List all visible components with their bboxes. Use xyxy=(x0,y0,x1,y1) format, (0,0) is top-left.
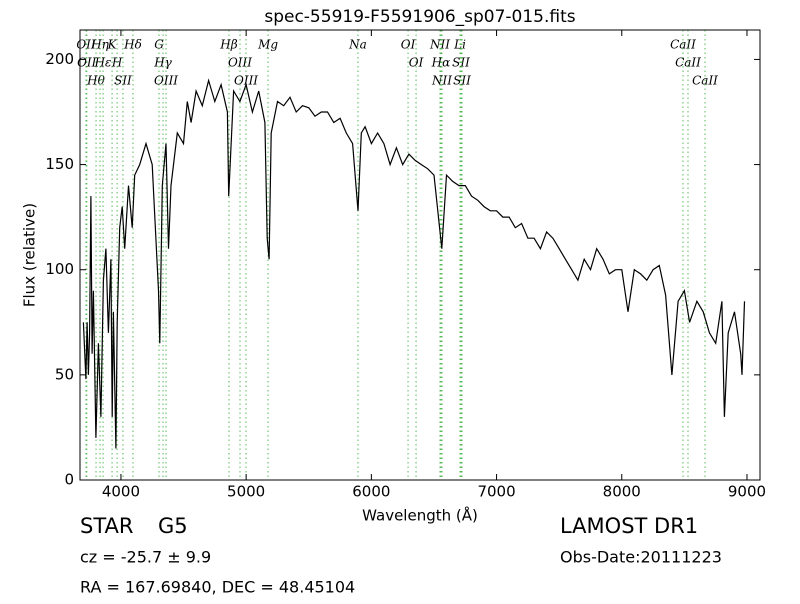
x-tick-label: 9000 xyxy=(728,483,766,501)
spectral-line-label: Hδ xyxy=(123,38,142,52)
class: STAR xyxy=(80,514,133,538)
spectral-line-label: Hη xyxy=(90,38,109,52)
spectral-line-label: OII xyxy=(76,38,96,52)
y-tick-label: 0 xyxy=(64,471,74,489)
spectral-line-label: SII xyxy=(114,74,132,88)
spectral-line-label: Mg xyxy=(257,38,278,52)
spectral-line-label: Hθ xyxy=(86,74,105,88)
y-tick-label: 200 xyxy=(45,50,74,68)
coords: RA = 167.69840, DEC = 48.45104 xyxy=(80,578,355,597)
x-axis-label: Wavelength (Å) xyxy=(362,506,478,525)
spectral-line-label: Hε xyxy=(94,56,112,70)
plot-frame xyxy=(79,29,761,481)
x-tick-label: 7000 xyxy=(477,483,515,501)
spectral-line-label: CaII xyxy=(670,38,696,52)
spectral-line-label: SII xyxy=(452,56,470,70)
spectral-line-label: G xyxy=(154,38,164,52)
y-tick-label: 150 xyxy=(45,155,74,173)
spectral-line-label: OIII xyxy=(234,74,258,88)
spectral-line-label: Hβ xyxy=(219,38,237,52)
y-tick-label: 100 xyxy=(45,260,74,278)
spectral-line-label: Hγ xyxy=(153,56,172,70)
x-tick-label: 5000 xyxy=(227,483,265,501)
spectral-line-label: NII xyxy=(429,38,450,52)
spectral-line-label: K xyxy=(107,38,118,52)
chart-title: spec-55919-F5591906_sp07-015.fits xyxy=(264,7,575,27)
y-tick-label: 50 xyxy=(55,365,74,383)
x-tick-label: 4000 xyxy=(102,483,140,501)
subclass: G5 xyxy=(158,514,188,538)
spectral-line-label: Na xyxy=(348,38,367,52)
spectral-line-label: OIII xyxy=(228,56,252,70)
spectral-line-label: OI xyxy=(401,38,416,52)
obs-date: Obs-Date:20111223 xyxy=(560,548,722,567)
spectral-line-label: SII xyxy=(453,74,471,88)
spectrum-line xyxy=(82,78,746,449)
spectral-line-label: CaII xyxy=(675,56,701,70)
spectral-line-label: Hα xyxy=(431,56,451,70)
x-tick-label: 6000 xyxy=(352,483,390,501)
spectral-line-label: NII xyxy=(431,74,452,88)
spectral-line-label: H xyxy=(111,56,123,70)
spectral-line-label: OI xyxy=(409,56,424,70)
y-axis-label: Flux (relative) xyxy=(21,203,39,307)
survey: LAMOST DR1 xyxy=(560,514,698,538)
spectral-line-label: OIII xyxy=(154,74,178,88)
spectral-line-label: CaII xyxy=(692,74,718,88)
spectral-line-label: Li xyxy=(453,38,466,52)
cz: cz = -25.7 ± 9.9 xyxy=(80,548,211,567)
x-tick-label: 8000 xyxy=(603,483,641,501)
